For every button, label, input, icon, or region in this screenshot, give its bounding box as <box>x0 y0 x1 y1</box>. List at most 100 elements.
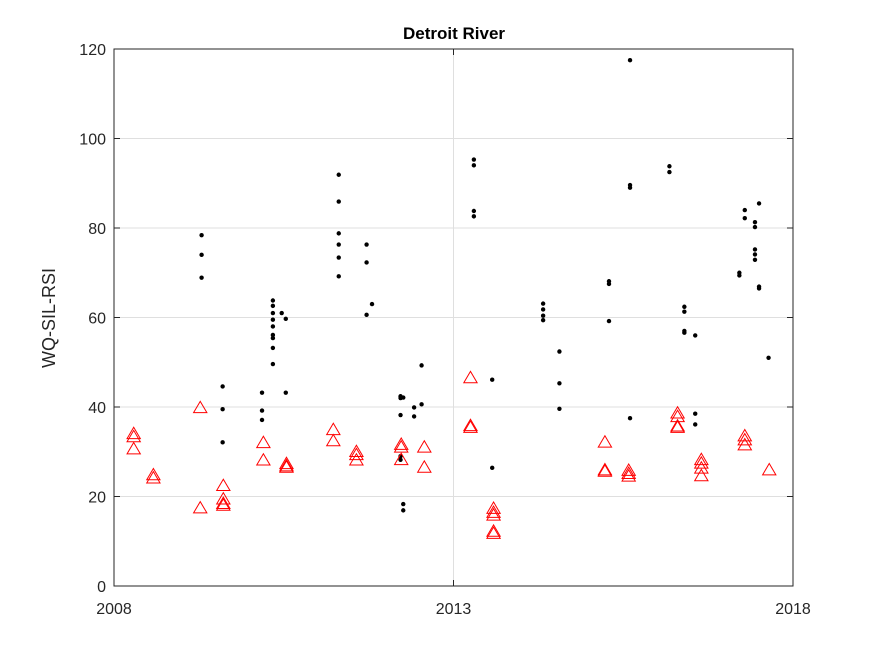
y-tick-label: 0 <box>97 579 106 596</box>
dot-point <box>471 157 477 162</box>
y-tick-label: 20 <box>88 490 106 507</box>
triangle-point <box>278 459 294 473</box>
triangle-point <box>215 497 231 511</box>
dot-point <box>540 317 546 323</box>
triangle-point <box>597 463 613 477</box>
dot-point <box>270 298 276 303</box>
dot-point <box>737 273 742 278</box>
triangle-point <box>737 432 753 446</box>
triangle-point <box>486 505 502 518</box>
dot-point <box>270 361 276 367</box>
triangle-point <box>486 501 502 514</box>
dot-point <box>336 242 341 247</box>
dot-point <box>401 395 406 400</box>
triangle-point <box>325 433 341 447</box>
triangle-point <box>462 370 478 384</box>
dot-point <box>411 405 417 410</box>
dot-point <box>752 224 758 230</box>
dot-point <box>756 286 762 291</box>
triangle-point <box>693 468 709 482</box>
dot-point <box>693 333 698 338</box>
triangle-point <box>393 437 409 450</box>
dot-point <box>752 252 758 257</box>
dot-point <box>270 324 276 329</box>
triangle-point <box>621 468 637 482</box>
dot-point <box>540 307 546 312</box>
triangle-point <box>192 400 208 414</box>
dot-point <box>279 310 284 316</box>
triangle-point <box>670 418 686 432</box>
dot-point <box>419 363 424 368</box>
triangle-point <box>486 526 502 539</box>
dot-point <box>471 214 477 219</box>
dot-point <box>270 317 276 322</box>
dot-point <box>606 281 612 287</box>
triangle-point <box>393 439 409 453</box>
triangle-point <box>348 452 364 466</box>
dot-point <box>270 303 276 309</box>
dot-point <box>627 57 633 63</box>
triangle-point <box>126 426 142 440</box>
triangle-point <box>393 452 409 466</box>
triangle-point <box>255 435 271 449</box>
dot-point <box>401 508 406 513</box>
triangle-point <box>255 452 271 466</box>
y-tick-label: 40 <box>88 400 106 417</box>
triangle-point <box>416 439 432 453</box>
dot-point <box>682 304 687 309</box>
triangle-point <box>215 496 231 509</box>
dot-point <box>336 255 341 260</box>
triangle-point <box>761 462 777 476</box>
dot-point <box>283 390 288 395</box>
triangle-point <box>486 507 502 521</box>
dot-point <box>270 332 276 338</box>
dot-point <box>627 415 633 421</box>
y-tick-label: 60 <box>88 311 106 328</box>
triangle-point <box>215 491 231 505</box>
dot-point <box>369 301 375 307</box>
x-tick-label: 2008 <box>96 601 132 618</box>
dot-point <box>336 231 341 236</box>
triangle-point <box>670 405 686 419</box>
dot-point <box>557 406 562 411</box>
dot-point <box>259 390 265 395</box>
triangle-point <box>348 447 364 461</box>
dot-point <box>557 349 562 354</box>
triangle-point <box>145 470 161 484</box>
triangle-point <box>278 458 294 472</box>
dot-point <box>336 199 341 204</box>
x-tick-label: 2013 <box>436 601 472 618</box>
y-tick-label: 120 <box>79 42 106 59</box>
triangle-point <box>278 456 294 470</box>
dot-point <box>283 316 288 322</box>
dot-point <box>606 318 612 324</box>
dot-point <box>336 172 341 177</box>
triangle-point <box>145 467 161 481</box>
y-axis-label: WQ-SIL-RSI <box>39 268 59 368</box>
triangle-point <box>693 455 709 469</box>
triangle-point <box>348 444 364 458</box>
triangle-point <box>737 437 753 451</box>
dot-point <box>557 381 562 386</box>
dot-point <box>682 330 687 335</box>
dot-point <box>490 377 495 382</box>
triangle-point <box>416 459 432 473</box>
dot-point <box>270 335 276 341</box>
chart-title: Detroit River <box>403 24 505 43</box>
dot-point <box>270 345 276 351</box>
y-tick-label: 80 <box>88 221 106 238</box>
triangle-point <box>215 478 231 492</box>
dot-point <box>220 384 225 389</box>
triangle-point <box>597 434 613 448</box>
grid-lines <box>114 49 793 586</box>
dot-point <box>364 312 369 318</box>
triangle-point <box>693 460 709 474</box>
dot-point <box>398 454 403 459</box>
dot-point <box>270 310 276 316</box>
dot-point <box>199 275 204 280</box>
dot-point <box>401 501 406 507</box>
triangle-point <box>126 441 142 455</box>
dot-point <box>752 219 758 225</box>
